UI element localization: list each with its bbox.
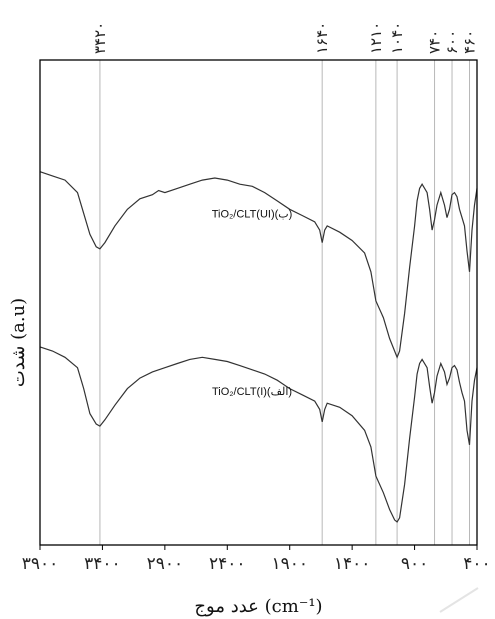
peak-label-1640: ۱۶۴۰ [313,22,331,54]
peak-guide-lines [99,60,471,545]
x-tick-label-2900: ۲۹۰۰ [147,554,184,574]
x-axis-title: عدد موج (cm⁻¹) [194,596,322,617]
series-line-0 [39,171,478,359]
series-label-0: TiO₂/CLT(UI)(ب) [212,209,293,221]
corner-decoration [439,587,479,613]
peak-label-3420: ۳۴۲۰ [91,22,109,54]
x-tick-label-3400: ۳۴۰۰ [84,554,121,574]
spectra-layer [39,171,478,523]
series-labels: TiO₂/CLT(UI)(ب) TiO₂/CLT(I)(الف) [212,209,293,398]
peak-label-740: ۷۴۰ [426,30,444,54]
y-axis-title: شدت (a.u) [8,298,29,387]
plot-frame [39,59,478,546]
peak-labels: ۳۴۲۰ ۱۶۴۰ ۱۲۱۰ ۱۰۴۰ ۷۴۰ ۶۰۰ ۴۶۰ [91,22,479,54]
x-tick-label-2400: ۲۴۰۰ [209,554,246,574]
x-tick-label-3900: ۳۹۰۰ [22,554,59,574]
series-line-1 [39,346,478,523]
x-tick-label-1900: ۱۹۰۰ [271,554,308,574]
x-tick-label-400: ۴۰۰ [463,554,490,574]
peak-label-1040: ۱۰۴۰ [388,22,406,54]
x-axis-ticks: ۳۹۰۰ ۳۴۰۰ ۲۹۰۰ ۲۴۰۰ ۱۹۰۰ ۱۴۰۰ ۹۰۰ ۴۰۰ [22,545,491,574]
peak-label-460: ۴۶۰ [461,30,479,54]
x-tick-label-1400: ۱۴۰۰ [334,554,371,574]
series-label-1: TiO₂/CLT(I)(الف) [212,386,292,398]
x-tick-label-900: ۹۰۰ [401,554,428,574]
peak-label-1210: ۱۲۱۰ [367,22,385,54]
peak-label-600: ۶۰۰ [443,30,461,54]
